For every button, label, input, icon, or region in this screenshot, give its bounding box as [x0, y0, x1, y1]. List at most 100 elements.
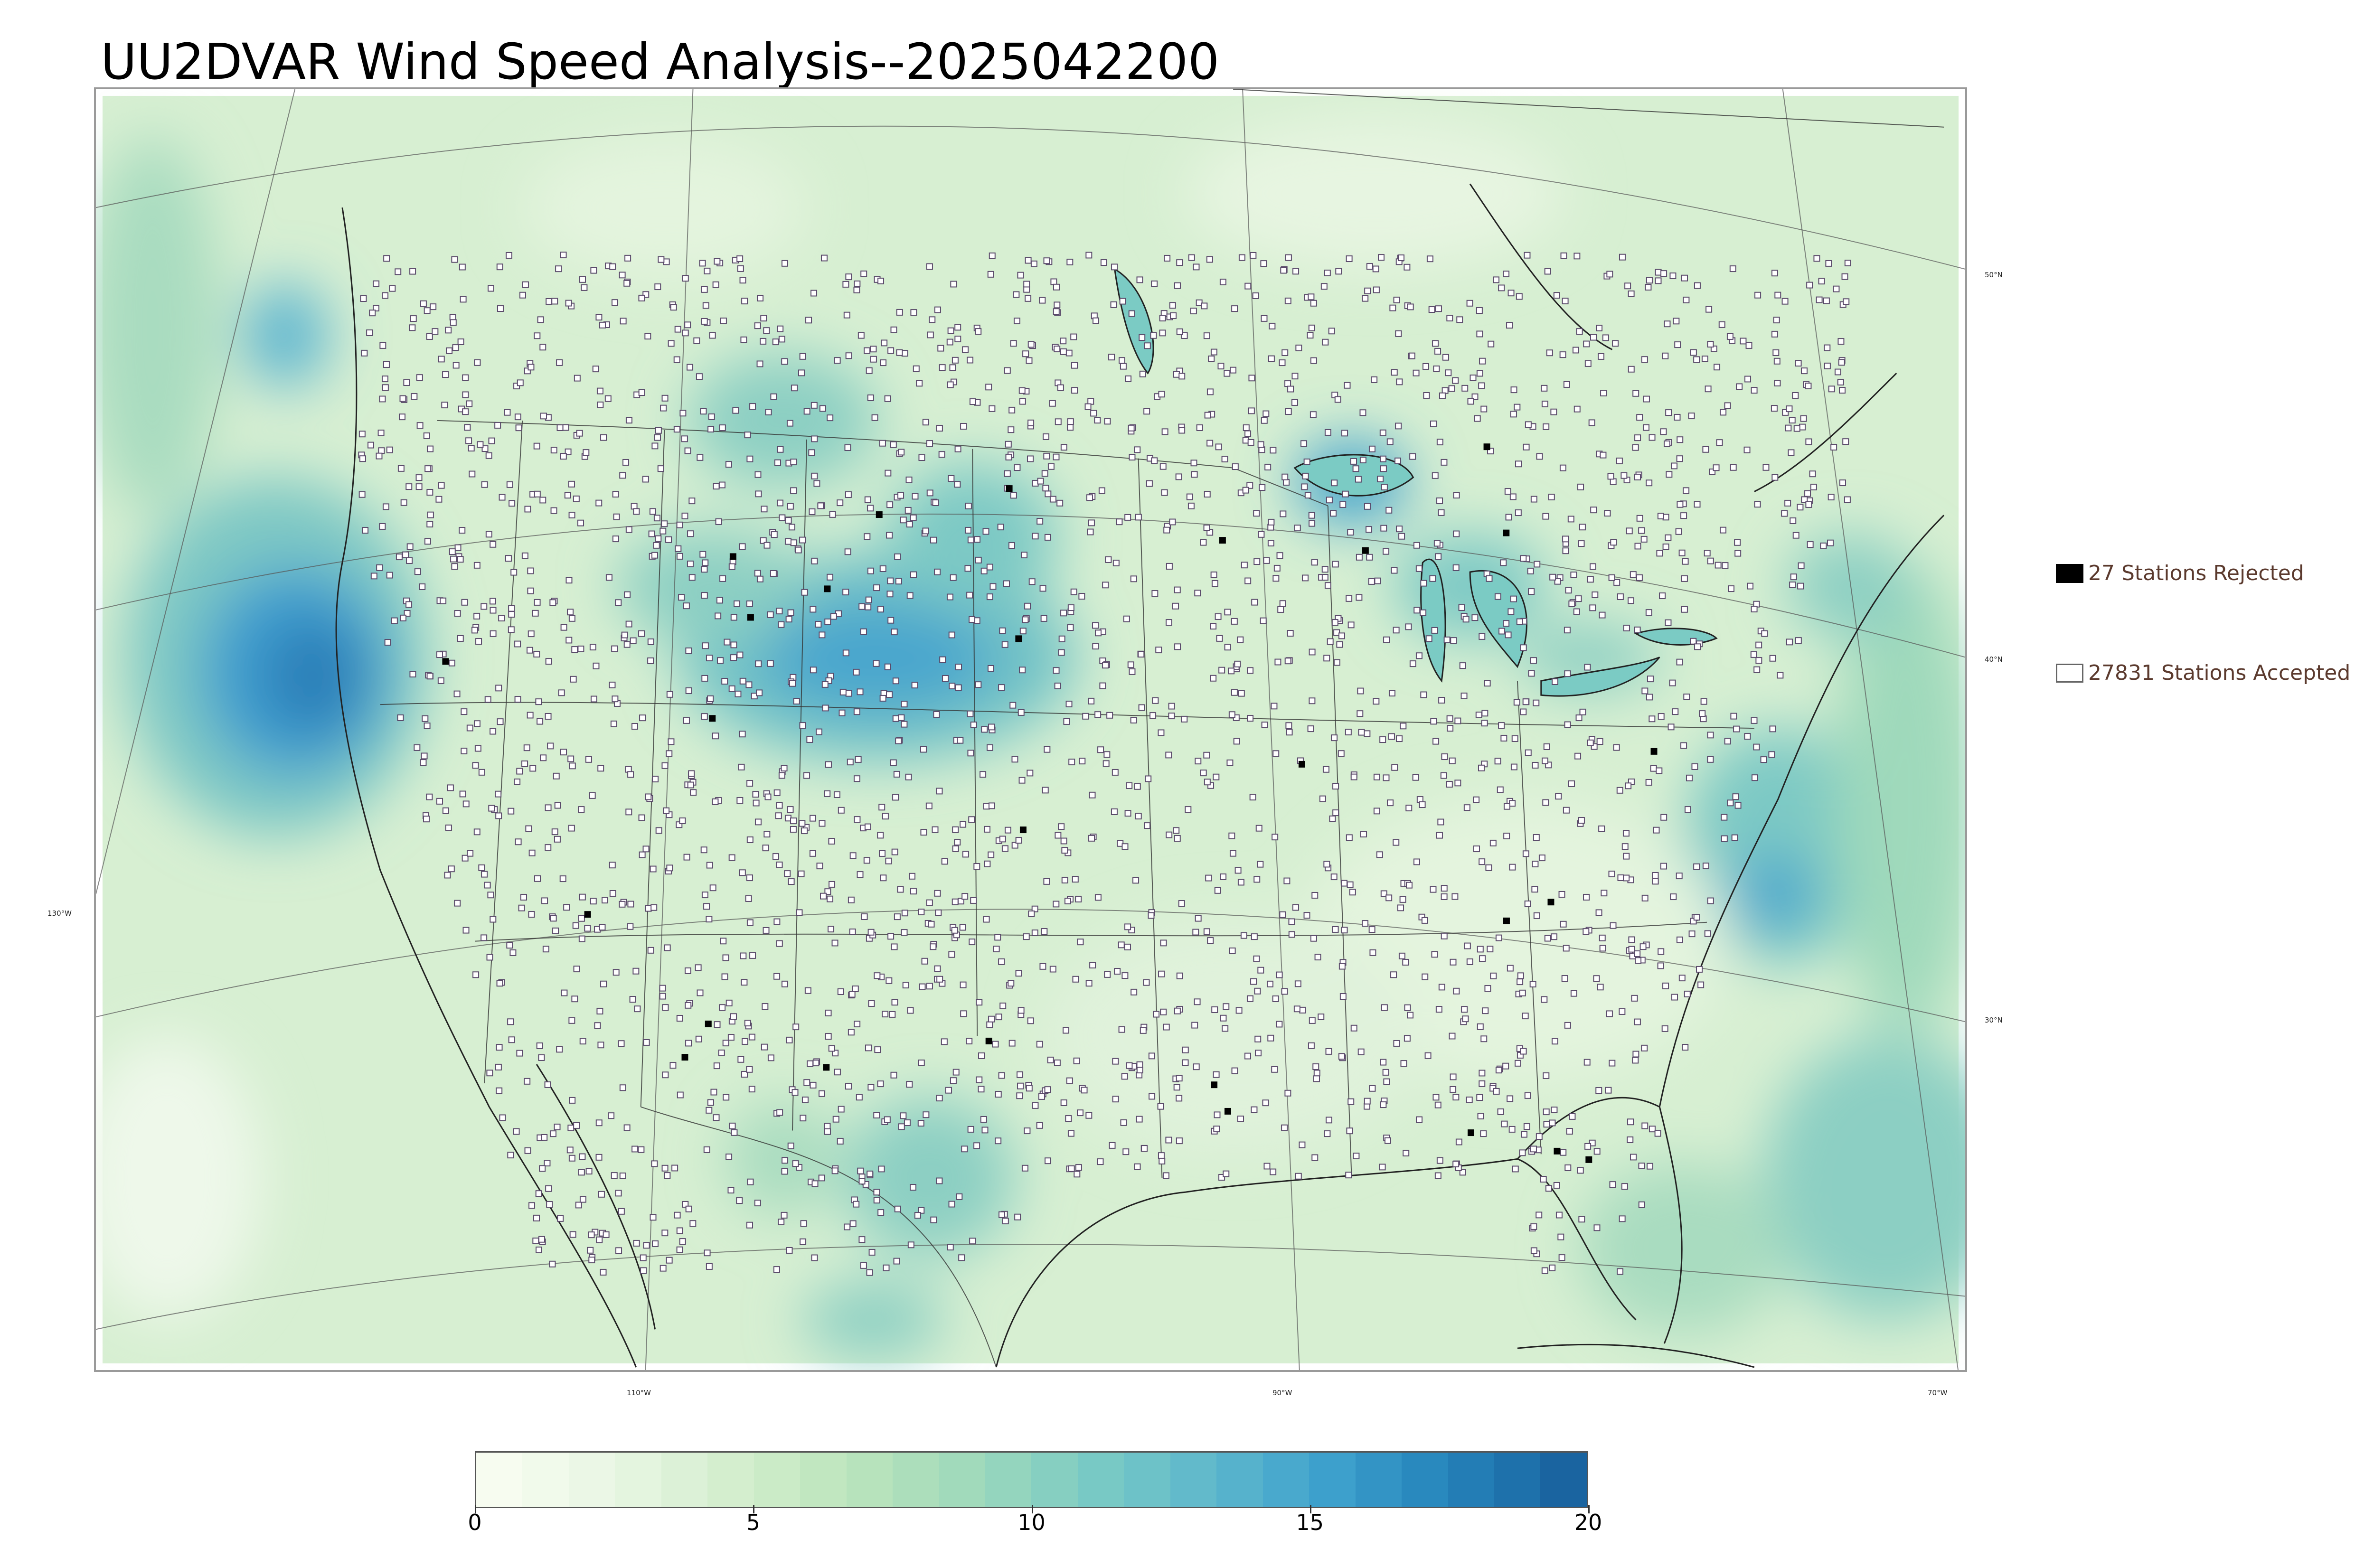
station-marker-accepted — [824, 1123, 831, 1130]
station-marker-accepted — [808, 449, 815, 456]
station-marker-accepted — [568, 511, 575, 518]
station-marker-accepted — [918, 454, 925, 461]
station-marker-accepted — [1599, 945, 1606, 952]
station-marker-accepted — [988, 851, 995, 858]
station-marker-accepted — [1283, 479, 1290, 486]
station-marker-accepted — [844, 1223, 851, 1230]
station-marker-accepted — [736, 255, 744, 263]
station-marker-accepted — [1124, 514, 1131, 521]
station-marker-accepted — [828, 1045, 835, 1052]
station-marker-accepted — [1697, 981, 1705, 988]
station-marker-accepted — [1230, 366, 1237, 374]
station-marker-accepted — [1636, 574, 1643, 581]
station-marker-accepted — [1014, 464, 1021, 471]
station-marker-accepted — [1213, 1071, 1220, 1078]
station-marker-accepted — [1357, 687, 1364, 695]
station-marker-accepted — [674, 326, 681, 333]
station-marker-accepted — [467, 850, 474, 857]
station-marker-accepted — [1339, 993, 1347, 1000]
station-marker-accepted — [969, 616, 976, 623]
station-marker-accepted — [1240, 932, 1247, 939]
station-marker-accepted — [891, 943, 898, 950]
station-marker-accepted — [716, 597, 723, 604]
station-marker-accepted — [1302, 574, 1309, 582]
station-marker-accepted — [702, 642, 709, 649]
station-marker-accepted — [1019, 628, 1027, 635]
station-marker-accepted — [1500, 734, 1507, 742]
station-marker-accepted — [611, 299, 618, 306]
station-marker-accepted — [367, 441, 375, 449]
station-marker-accepted — [905, 773, 912, 780]
station-marker-accepted — [1447, 725, 1454, 732]
station-marker-accepted — [1014, 1213, 1021, 1221]
station-marker-accepted — [647, 638, 654, 645]
station-marker-accepted — [1519, 1149, 1526, 1156]
station-marker-accepted — [781, 1168, 788, 1175]
station-marker-accepted — [950, 281, 957, 288]
station-marker-accepted — [1292, 904, 1299, 911]
station-marker-accepted — [681, 512, 688, 519]
station-marker-accepted — [1498, 284, 1505, 291]
station-marker-accepted — [1792, 532, 1799, 539]
station-marker-accepted — [1200, 770, 1207, 777]
station-marker-accepted — [948, 1201, 955, 1208]
station-marker-accepted — [1560, 1149, 1567, 1156]
station-marker-accepted — [1490, 972, 1497, 979]
station-marker-accepted — [633, 508, 640, 515]
station-marker-accepted — [539, 497, 546, 504]
station-marker-accepted — [867, 567, 874, 574]
station-marker-accepted — [701, 318, 708, 325]
station-marker-accepted — [655, 535, 662, 542]
station-marker-accepted — [1308, 1042, 1315, 1049]
station-marker-accepted — [1015, 970, 1022, 977]
station-marker-accepted — [799, 820, 806, 827]
station-marker-accepted — [955, 664, 962, 670]
station-marker-accepted — [774, 459, 781, 466]
station-marker-accepted — [930, 536, 937, 544]
station-marker-accepted — [618, 1208, 625, 1215]
station-marker-accepted — [1122, 1148, 1130, 1155]
station-marker-accepted — [578, 915, 585, 922]
station-marker-accepted — [1524, 252, 1531, 259]
station-marker-accepted — [1332, 926, 1339, 933]
station-marker-accepted — [366, 329, 373, 336]
station-marker-accepted — [995, 1014, 1002, 1021]
station-marker-accepted — [1579, 524, 1586, 531]
station-marker-accepted — [1320, 283, 1328, 290]
station-marker-accepted — [1700, 698, 1707, 705]
station-marker-accepted — [1420, 580, 1427, 587]
station-marker-accepted — [1293, 1005, 1300, 1013]
station-marker-accepted — [1421, 917, 1428, 924]
station-marker-accepted — [1255, 1050, 1262, 1057]
station-marker-accepted — [1203, 524, 1210, 531]
station-marker-accepted — [878, 804, 886, 811]
station-marker-accepted — [624, 591, 631, 598]
station-marker-accepted — [1271, 703, 1278, 710]
station-marker-accepted — [1636, 515, 1643, 522]
station-marker-accepted — [1715, 562, 1722, 569]
station-marker-accepted — [1432, 340, 1439, 347]
station-marker-accepted — [1234, 660, 1241, 667]
station-marker-accepted — [1722, 562, 1729, 569]
station-marker-accepted — [825, 761, 832, 768]
station-marker-accepted — [948, 631, 955, 638]
station-marker-accepted — [1665, 619, 1672, 626]
station-marker-accepted — [1789, 417, 1796, 424]
station-marker-accepted — [424, 465, 432, 472]
station-marker-accepted — [890, 759, 897, 766]
station-marker-accepted — [1325, 1048, 1332, 1055]
station-marker-accepted — [962, 346, 969, 353]
station-marker-accepted — [891, 999, 898, 1006]
station-marker-accepted — [1253, 510, 1260, 517]
station-marker-accepted — [1347, 621, 1355, 629]
station-marker-accepted — [1448, 385, 1455, 392]
station-marker-accepted — [886, 532, 893, 539]
station-marker-accepted — [1638, 1162, 1645, 1169]
station-marker-accepted — [999, 1211, 1006, 1218]
station-marker-accepted — [831, 939, 838, 947]
station-marker-accepted — [450, 319, 457, 326]
station-marker-accepted — [1206, 440, 1214, 447]
station-marker-accepted — [519, 291, 526, 299]
station-marker-accepted — [1641, 894, 1649, 901]
station-marker-accepted — [1331, 734, 1338, 742]
